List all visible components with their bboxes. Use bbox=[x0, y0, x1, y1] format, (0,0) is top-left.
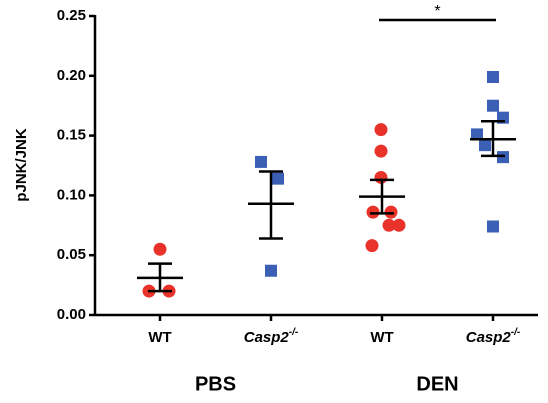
category-name: Casp2 bbox=[244, 329, 290, 346]
data-point bbox=[487, 220, 499, 233]
category-name: WT bbox=[148, 329, 171, 346]
data-point bbox=[487, 70, 499, 83]
data-point bbox=[374, 123, 388, 137]
y-axis-label: pJNK/JNK bbox=[13, 128, 30, 202]
data-point bbox=[479, 139, 491, 152]
group-label: PBS bbox=[195, 373, 236, 395]
y-tick-label: 0.00 bbox=[57, 306, 86, 323]
y-tick-label: 0.25 bbox=[57, 7, 86, 24]
x-tick-label: WT bbox=[148, 329, 171, 346]
data-point bbox=[382, 218, 396, 232]
y-tick-label: 0.15 bbox=[57, 127, 86, 144]
data-point bbox=[487, 99, 499, 112]
category-superscript: -/- bbox=[289, 327, 299, 338]
data-point bbox=[392, 218, 406, 232]
category-name: WT bbox=[370, 329, 393, 346]
x-tick-label: Casp2-/- bbox=[466, 327, 521, 346]
data-point bbox=[265, 264, 277, 277]
data-point bbox=[365, 239, 379, 253]
category-name: Casp2 bbox=[466, 329, 512, 346]
data-point bbox=[255, 155, 267, 168]
group-label: DEN bbox=[416, 373, 458, 395]
y-tick-label: 0.20 bbox=[57, 67, 86, 84]
data-point bbox=[153, 242, 167, 256]
y-tick-label: 0.05 bbox=[57, 246, 86, 263]
data-point bbox=[471, 128, 483, 141]
x-tick-label: Casp2-/- bbox=[244, 327, 299, 346]
data-point bbox=[374, 144, 388, 158]
category-superscript: -/- bbox=[511, 327, 521, 338]
x-tick-label: WT bbox=[370, 329, 393, 346]
y-tick-label: 0.10 bbox=[57, 186, 86, 203]
significance-label: * bbox=[434, 3, 440, 20]
data-point bbox=[272, 172, 284, 185]
